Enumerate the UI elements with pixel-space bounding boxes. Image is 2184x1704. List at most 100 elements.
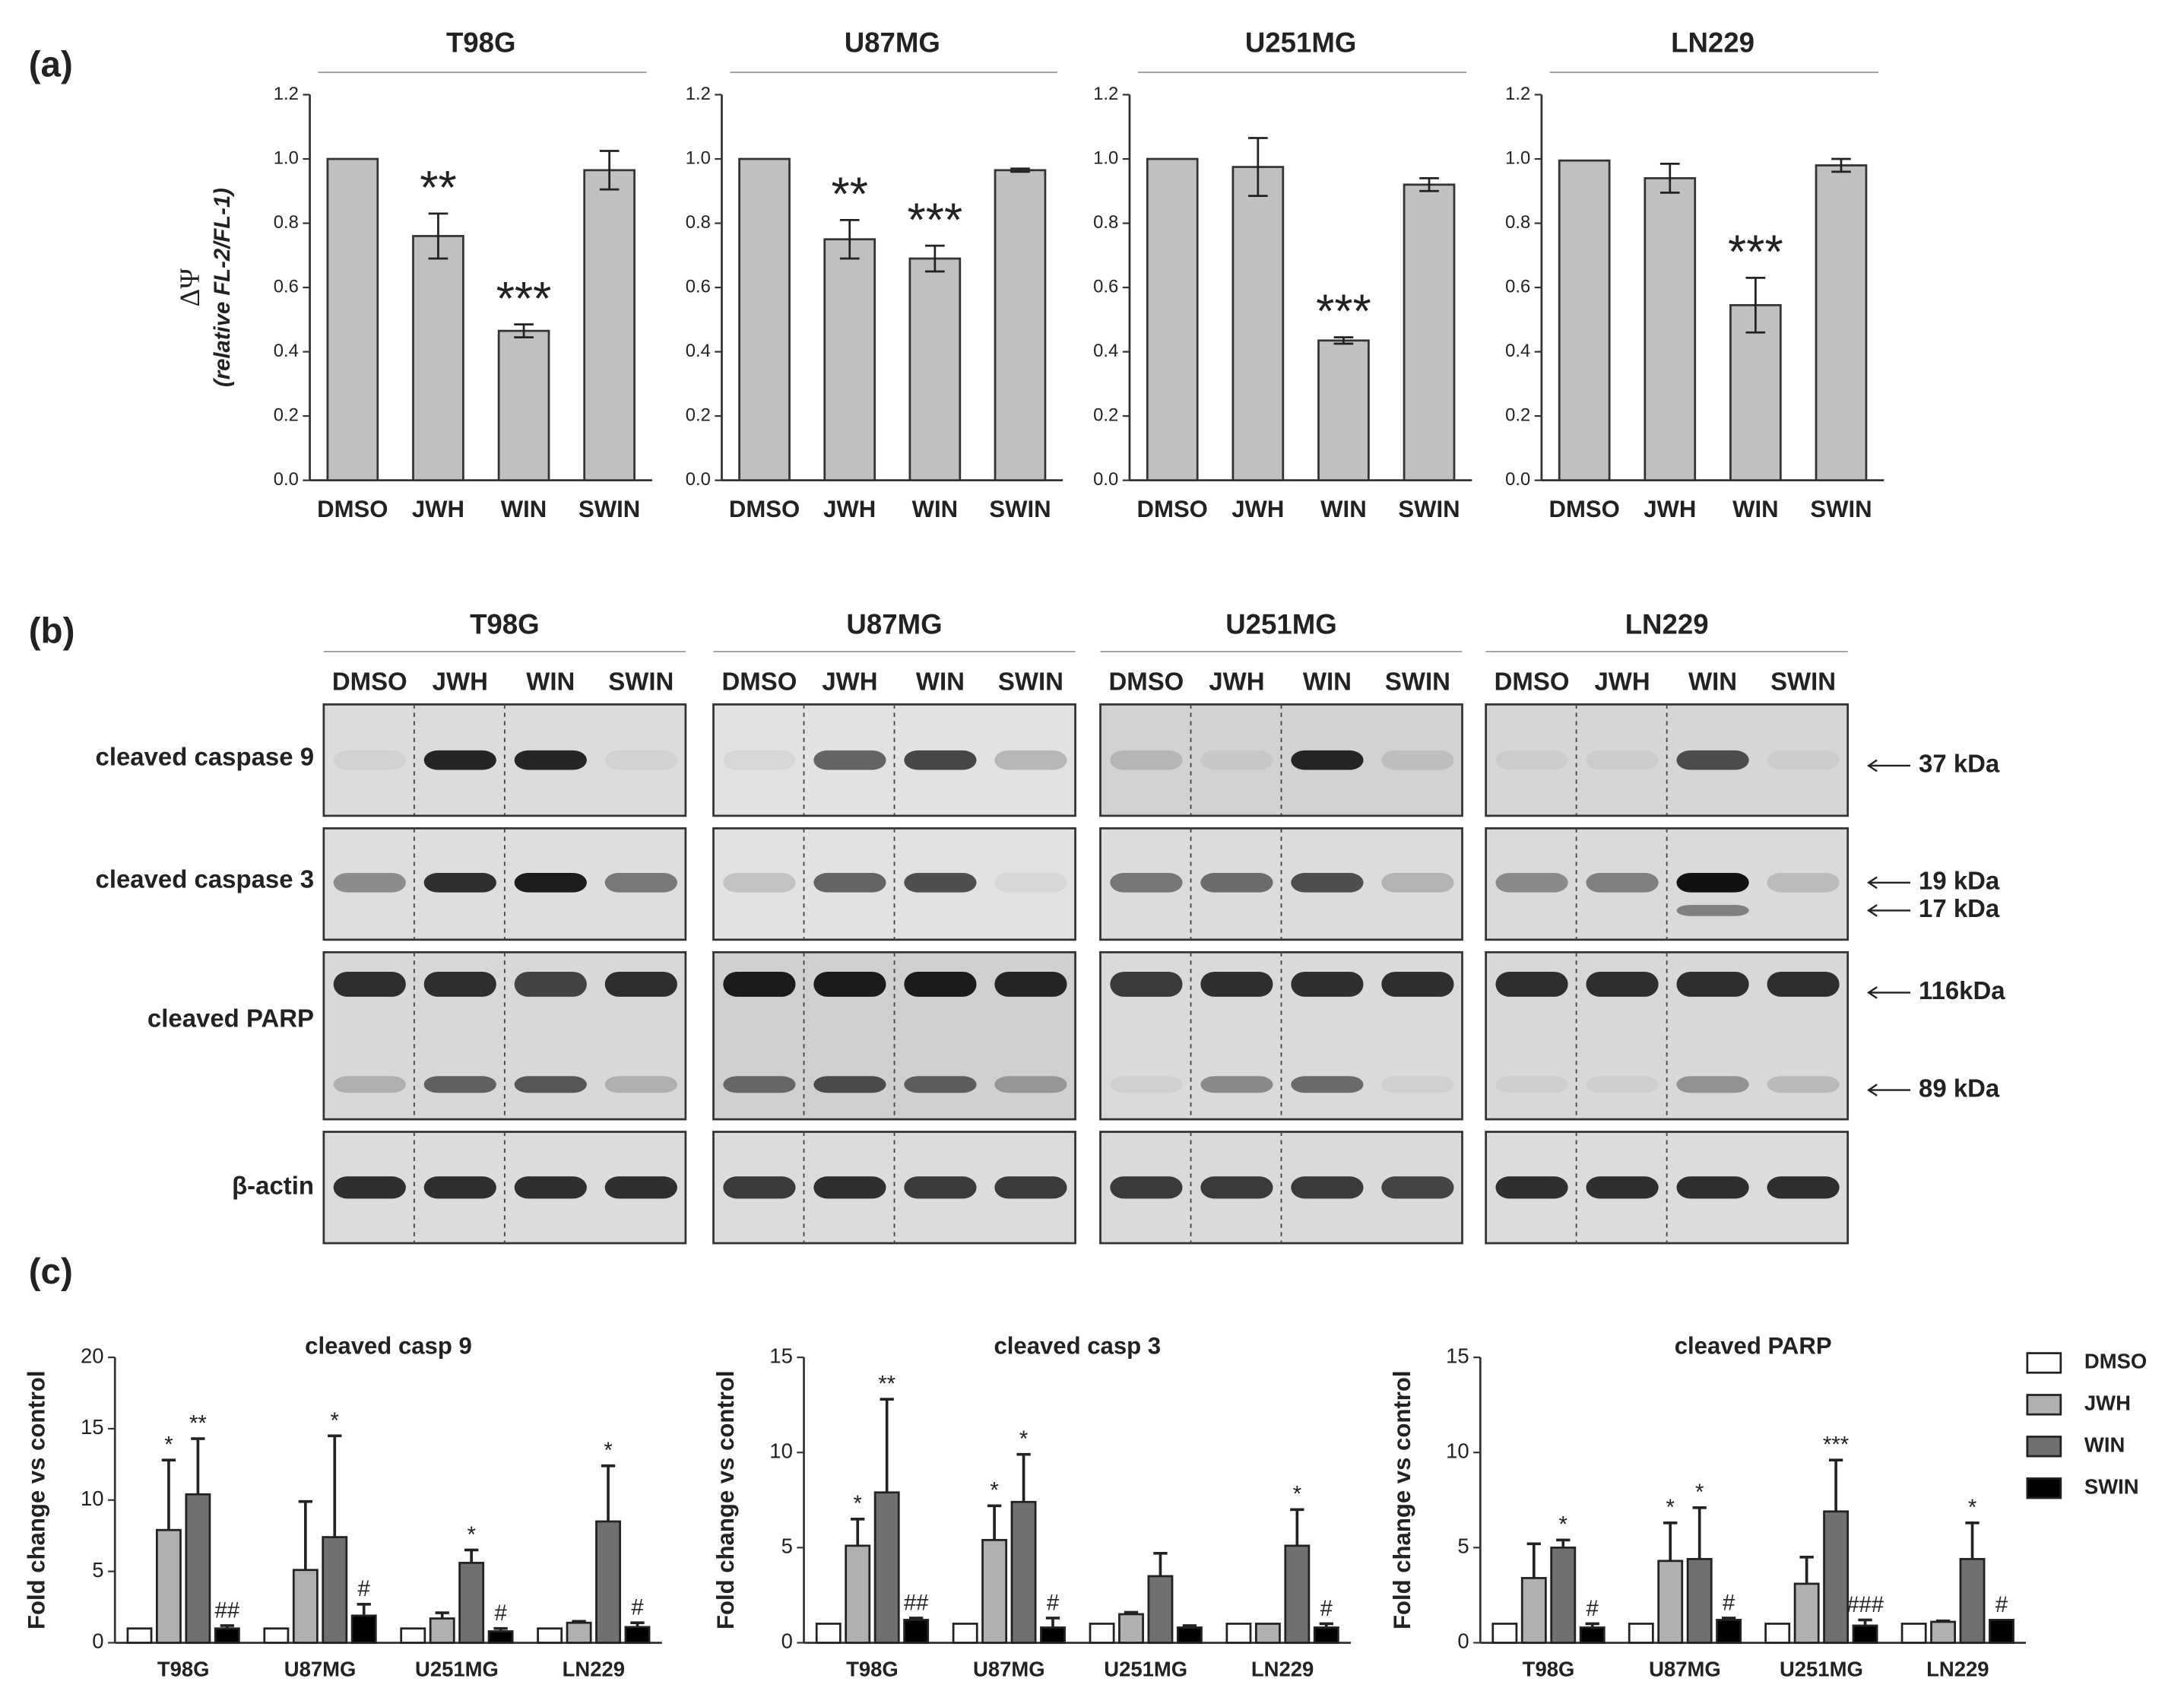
blot-band bbox=[723, 1076, 796, 1093]
significance: * bbox=[1559, 1512, 1567, 1537]
y-tick-label: 0.8 bbox=[686, 212, 711, 233]
lane-label: JWH bbox=[433, 668, 488, 696]
error-bar bbox=[328, 1434, 342, 1537]
bar bbox=[1959, 1557, 1986, 1644]
marker-label: 17 kDa bbox=[1919, 894, 2000, 922]
error-bar bbox=[572, 1620, 586, 1623]
blot-band bbox=[333, 971, 406, 997]
bar bbox=[350, 1614, 377, 1644]
blot-band bbox=[1767, 971, 1840, 997]
y-tick-label: 1.0 bbox=[274, 148, 299, 168]
row-label: cleaved PARP bbox=[147, 1004, 314, 1033]
blot-band bbox=[1767, 872, 1840, 893]
bar bbox=[126, 1627, 153, 1644]
row-label: β-actin bbox=[232, 1171, 314, 1199]
significance: * bbox=[164, 1433, 173, 1458]
error-bar bbox=[1965, 1521, 1980, 1560]
lane-label: DMSO bbox=[1495, 668, 1570, 696]
blot-band bbox=[1586, 971, 1659, 997]
x-tick-label: DMSO bbox=[1137, 496, 1208, 522]
error-bar bbox=[220, 1624, 234, 1629]
marker-arrow bbox=[1866, 986, 1911, 999]
bar bbox=[903, 1619, 930, 1644]
x-tick-label: SWIN bbox=[989, 496, 1051, 522]
bar bbox=[1176, 1626, 1203, 1644]
y-tick-label: 0.8 bbox=[1505, 212, 1530, 233]
x-tick-label: T98G bbox=[157, 1657, 210, 1680]
x-tick-label: JWH bbox=[1231, 496, 1284, 522]
error-bar bbox=[601, 1464, 616, 1522]
blot-band bbox=[1200, 1076, 1273, 1093]
error-bar bbox=[1828, 1458, 1843, 1512]
bar bbox=[1010, 1500, 1037, 1644]
x-tick-label: T98G bbox=[1523, 1657, 1575, 1680]
row-label: cleaved caspase 3 bbox=[96, 865, 315, 893]
y-tick-label: 5 bbox=[92, 1558, 103, 1582]
bar bbox=[1284, 1544, 1311, 1644]
significance: # bbox=[1995, 1592, 2008, 1617]
bar bbox=[823, 238, 876, 482]
bar bbox=[1989, 1619, 2014, 1644]
x-tick-label: U87MG bbox=[284, 1657, 357, 1680]
bar bbox=[1686, 1557, 1713, 1644]
cell-line-title: T98G bbox=[470, 609, 540, 640]
x-tick-label: LN229 bbox=[1251, 1657, 1314, 1680]
blot-band bbox=[1676, 905, 1749, 916]
significance: *** bbox=[1316, 286, 1371, 338]
significance: # bbox=[1047, 1590, 1060, 1615]
bar bbox=[1040, 1626, 1066, 1644]
bar bbox=[1579, 1626, 1606, 1644]
y-tick-label: 5 bbox=[1457, 1534, 1469, 1558]
x-tick-label: DMSO bbox=[729, 496, 800, 522]
y-tick-label: 1.0 bbox=[1093, 148, 1118, 168]
blot-band bbox=[604, 1176, 677, 1199]
marker-label: 19 kDa bbox=[1919, 866, 2000, 894]
blot-band bbox=[514, 1176, 587, 1199]
y-tick-label: 0.4 bbox=[1093, 341, 1118, 361]
blot-band bbox=[1381, 1076, 1454, 1093]
y-tick-label: 0.2 bbox=[1505, 405, 1530, 425]
y-tick-label: 0.4 bbox=[274, 341, 299, 361]
bar bbox=[738, 157, 791, 482]
significance: * bbox=[854, 1491, 862, 1516]
chart-title: U251MG bbox=[1245, 27, 1357, 58]
lane-label: DMSO bbox=[1108, 668, 1184, 696]
bar bbox=[1313, 1626, 1339, 1644]
significance: # bbox=[1723, 1590, 1735, 1615]
lane-label: WIN bbox=[1688, 668, 1737, 696]
blot-band bbox=[1381, 971, 1454, 997]
y-tick-label: 0.0 bbox=[1093, 469, 1118, 490]
blot-band bbox=[1110, 1076, 1183, 1093]
bar bbox=[1644, 177, 1697, 482]
error-bar bbox=[357, 1602, 371, 1616]
significance: ** bbox=[420, 162, 456, 214]
error-bar bbox=[1290, 1508, 1304, 1546]
cell-line-title: LN229 bbox=[1625, 609, 1709, 640]
blot-band bbox=[904, 971, 977, 997]
blot-band bbox=[723, 872, 796, 893]
bar bbox=[412, 235, 464, 482]
bar bbox=[624, 1626, 651, 1644]
blot-band bbox=[514, 1076, 587, 1093]
y-tick-label: 0.6 bbox=[686, 276, 711, 297]
x-tick-label: WIN bbox=[1732, 496, 1778, 522]
y-tick-label: 15 bbox=[81, 1415, 104, 1439]
bar bbox=[1657, 1560, 1684, 1644]
y-tick-label: 0.6 bbox=[1093, 276, 1118, 297]
blot-band bbox=[904, 1176, 977, 1199]
x-tick-label: JWH bbox=[1644, 496, 1696, 522]
blot-band bbox=[514, 872, 587, 893]
blot-band bbox=[1291, 750, 1364, 770]
y-tick-label: 0.4 bbox=[1505, 341, 1530, 361]
y-tick-label: 15 bbox=[1446, 1344, 1469, 1367]
y-tick-label: 10 bbox=[1446, 1439, 1469, 1462]
error-bar bbox=[514, 323, 534, 338]
error-bar bbox=[1419, 177, 1439, 192]
bar bbox=[1118, 1613, 1144, 1644]
blot-band bbox=[1381, 1176, 1454, 1199]
x-tick-label: U87MG bbox=[1649, 1657, 1721, 1680]
x-tick-label: JWH bbox=[412, 496, 464, 522]
bar bbox=[1225, 1623, 1252, 1644]
blot-band bbox=[1291, 1176, 1364, 1199]
